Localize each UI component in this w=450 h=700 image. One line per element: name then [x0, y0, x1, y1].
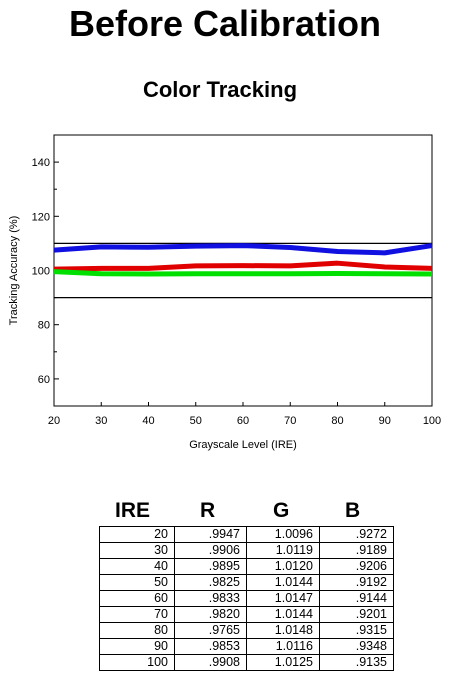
table-row: 90.9853 1.0116.9348: [99, 638, 394, 655]
y-axis-label: Tracking Accuracy (%): [8, 216, 20, 326]
x-tick-label: 100: [423, 415, 441, 427]
x-axis-label: Grayscale Level (IRE): [189, 439, 297, 451]
table-row: 50.9825 1.0144.9192: [99, 574, 394, 591]
y-tick-label: 80: [38, 320, 50, 332]
table-cell: 1.0116: [246, 638, 320, 655]
y-tick-label: 140: [32, 157, 50, 169]
table-row: 100.9908 1.0125.9135: [99, 654, 394, 671]
table-cell: 30: [99, 542, 175, 559]
table-cell: 1.0125: [246, 654, 320, 671]
green-series-line: [53, 269, 433, 277]
table-cell: 50: [99, 574, 175, 591]
table-header-b: B: [345, 499, 361, 522]
table-cell: .9906: [174, 542, 247, 559]
table-cell: .9765: [174, 622, 247, 639]
table-cell: 1.0147: [246, 590, 320, 607]
table-row: 30.9906 1.0119.9189: [99, 542, 394, 559]
table-cell: 1.0096: [246, 526, 320, 543]
x-tick-label: 30: [95, 415, 107, 427]
table-cell: 100: [99, 654, 175, 671]
table-cell: 1.0119: [246, 542, 320, 559]
table-cell: .9947: [174, 526, 247, 543]
table-cell: .9833: [174, 590, 247, 607]
table-cell: .9895: [174, 558, 247, 575]
table-cell: .9908: [174, 654, 247, 671]
table-cell: 70: [99, 606, 175, 623]
table-cell: .9820: [174, 606, 247, 623]
table-cell: .9315: [319, 622, 394, 639]
calibration-table: 20.9947 1.0096.9272 30.9906 1.0119.9189 40.9…: [99, 526, 394, 671]
table-cell: 90: [99, 638, 175, 655]
y-tick-label: 60: [38, 374, 50, 386]
table-cell: 1.0148: [246, 622, 320, 639]
table-row: 80.9765 1.0148.9315: [99, 622, 394, 639]
red-series-line: [53, 260, 433, 272]
table-header-ire: IRE: [115, 499, 151, 522]
y-tick-label: 100: [32, 266, 50, 278]
table-row: 60.9833 1.0147.9144: [99, 590, 394, 607]
x-tick-label: 50: [190, 415, 202, 427]
y-tick-label: 120: [32, 211, 50, 223]
table-cell: .9206: [319, 558, 394, 575]
page-title: Before Calibration: [68, 3, 382, 44]
table-cell: .9192: [319, 574, 394, 591]
table-cell: .9825: [174, 574, 247, 591]
table-cell: 1.0144: [246, 606, 320, 623]
blue-series-line: [53, 243, 433, 256]
table-cell: .9201: [319, 606, 394, 623]
table-row: 40.9895 1.0120.9206: [99, 558, 394, 575]
table-cell: .9853: [174, 638, 247, 655]
x-tick-label: 80: [331, 415, 343, 427]
table-cell: 40: [99, 558, 175, 575]
x-tick-label: 70: [284, 415, 296, 427]
table-header-g: G: [273, 499, 290, 522]
table-row: 70.9820 1.0144.9201: [99, 606, 394, 623]
table-cell: .9144: [319, 590, 394, 607]
table-cell: 1.0144: [246, 574, 320, 591]
table-header-r: R: [200, 499, 216, 522]
x-tick-label: 90: [379, 415, 391, 427]
table-cell: 1.0120: [246, 558, 320, 575]
x-tick-label: 40: [142, 415, 154, 427]
x-tick-label: 60: [237, 415, 249, 427]
color-tracking-chart: 60 80 100 120 140 20 30 40 50 60 70 80 90 100 Grayscal…: [8, 134, 441, 451]
table-cell: 60: [99, 590, 175, 607]
table-row: 20.9947 1.0096.9272: [99, 526, 394, 543]
x-tick-label: 20: [48, 415, 60, 427]
table-cell: .9348: [319, 638, 394, 655]
table-cell: .9135: [319, 654, 394, 671]
chart-title: Color Tracking: [142, 77, 298, 102]
table-cell: 80: [99, 622, 175, 639]
table-cell: .9272: [319, 526, 394, 543]
table-cell: 20: [99, 526, 175, 543]
table-cell: .9189: [319, 542, 394, 559]
